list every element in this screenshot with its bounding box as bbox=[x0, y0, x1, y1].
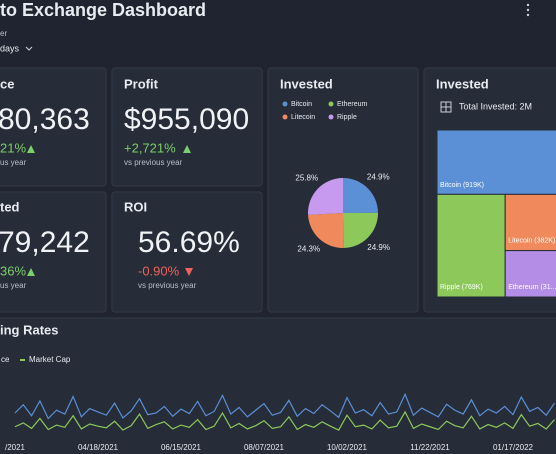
card-title: ROI bbox=[124, 199, 147, 214]
x-tick-label: 04/18/2021 bbox=[78, 443, 119, 452]
more-menu[interactable] bbox=[526, 3, 530, 17]
treemap-label: Bitcoin (919K) bbox=[440, 182, 484, 189]
legend-label: Ripple bbox=[337, 114, 357, 121]
x-tick-label: /2021 bbox=[5, 443, 26, 452]
card-note: vs previous year bbox=[124, 158, 183, 167]
card bbox=[111, 191, 263, 313]
card-title: ce bbox=[0, 76, 14, 91]
card bbox=[0, 67, 107, 187]
treemap-cell bbox=[436, 193, 506, 298]
page-title: to Exchange Dashboard bbox=[0, 0, 206, 20]
card-title: ted bbox=[0, 199, 20, 214]
legend-swatch bbox=[282, 101, 288, 107]
legend-swatch bbox=[282, 114, 288, 120]
chart-title: ing Rates bbox=[0, 322, 59, 337]
pie-slice bbox=[343, 178, 378, 213]
card bbox=[111, 67, 263, 187]
chevron-icon bbox=[25, 46, 33, 51]
pie-label: 24.9% bbox=[367, 173, 390, 182]
up-arrow bbox=[27, 145, 35, 153]
pie-slice bbox=[343, 212, 378, 248]
card-change: +2,721% bbox=[124, 140, 176, 155]
pie-label: 25.8% bbox=[295, 174, 318, 183]
legend-label: Bitcoin bbox=[291, 101, 312, 108]
card-change: 36% bbox=[0, 263, 26, 278]
x-tick-label: 10/02/2021 bbox=[327, 443, 368, 452]
legend-swatch bbox=[328, 101, 334, 107]
legend-label: Ethereum bbox=[337, 101, 368, 108]
card-value: 80,363 bbox=[0, 103, 90, 136]
legend-label: Litecoin bbox=[291, 114, 315, 121]
card-change: 21% bbox=[0, 140, 26, 155]
up-arrow bbox=[183, 145, 191, 153]
filter-label: er bbox=[0, 29, 7, 38]
treemap-label: Litecoin (382K) bbox=[508, 237, 555, 244]
chart-subtitle: Total Invested: 2M bbox=[459, 101, 532, 111]
treemap-cell bbox=[504, 193, 556, 252]
card-value: 79,242 bbox=[0, 226, 90, 259]
up-arrow bbox=[27, 268, 35, 276]
line-series bbox=[14, 410, 555, 431]
chart-title: Invested bbox=[280, 76, 333, 91]
x-tick-label: 01/17/2022 bbox=[493, 443, 534, 452]
pie-slice bbox=[308, 178, 343, 215]
pie-label: 24.3% bbox=[297, 245, 320, 254]
treemap-label: Ripple (769K) bbox=[440, 284, 483, 291]
legend-swatch bbox=[328, 114, 334, 120]
total-icon bbox=[440, 101, 452, 113]
line-series bbox=[14, 392, 555, 420]
legend-label: ce bbox=[1, 355, 10, 364]
x-tick-label: 06/15/2021 bbox=[161, 443, 202, 452]
filter-value: days bbox=[0, 43, 20, 53]
legend-label: Market Cap bbox=[29, 355, 71, 364]
card bbox=[0, 317, 556, 454]
x-tick-label: 11/22/2021 bbox=[410, 443, 450, 452]
card-note: us year bbox=[0, 281, 27, 290]
card bbox=[0, 191, 107, 313]
x-tick-label: 08/07/2021 bbox=[244, 443, 285, 452]
filter-dropdown[interactable]: days bbox=[0, 43, 33, 53]
card-change: -0.90% bbox=[138, 263, 180, 278]
card-value: $955,090 bbox=[124, 103, 249, 136]
treemap-cell bbox=[504, 250, 556, 298]
pie-slice bbox=[308, 213, 344, 248]
card-note: us year bbox=[0, 158, 27, 167]
down-arrow bbox=[185, 268, 193, 276]
card-note: vs previous year bbox=[138, 281, 197, 290]
card-title: Profit bbox=[124, 76, 159, 91]
chart-title: Invested bbox=[436, 76, 489, 91]
treemap-label: Ethereum (31... bbox=[508, 284, 556, 291]
pie-label: 24.9% bbox=[367, 243, 390, 252]
card-value: 56.69% bbox=[138, 226, 240, 259]
